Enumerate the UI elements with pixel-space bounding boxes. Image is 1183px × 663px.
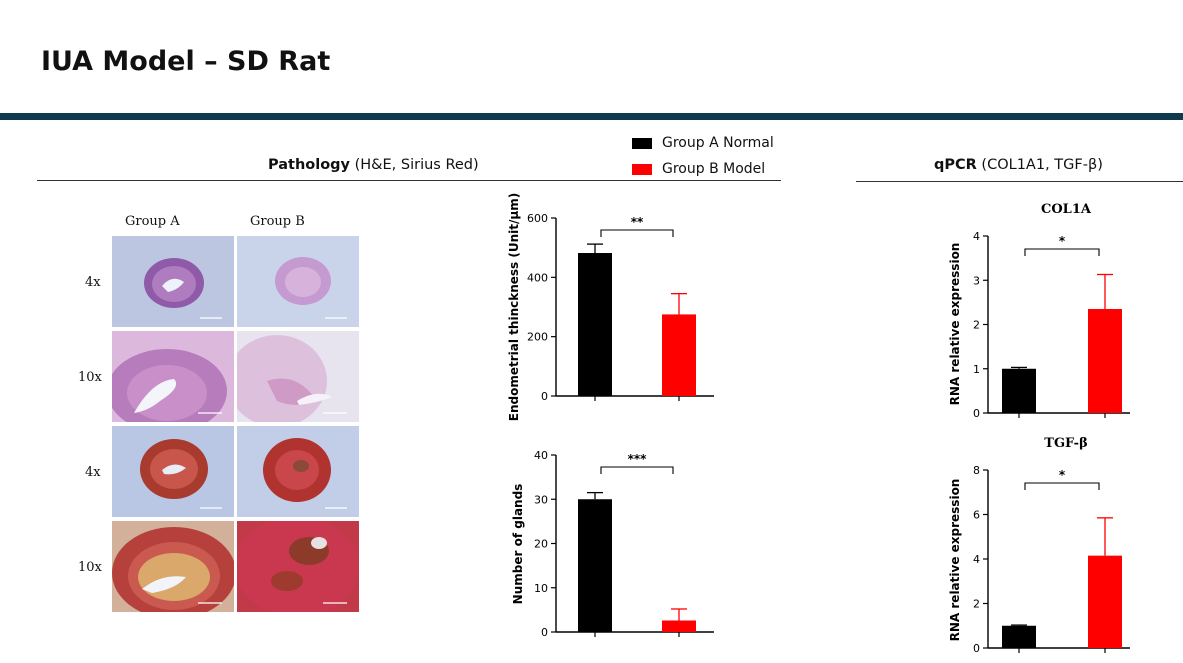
thickness-bar-group-b — [662, 314, 696, 396]
micrograph-sr-4x-group-b — [237, 426, 359, 517]
thickness-y-tick-label: 400 — [527, 271, 548, 284]
col-label-group-a: Group A — [125, 214, 180, 229]
micrograph-sr-10x-group-a — [112, 521, 234, 612]
tgfb-y-tick-label: 8 — [973, 464, 980, 477]
col-label-group-b: Group B — [250, 214, 305, 229]
micrograph-he-10x-group-a — [112, 331, 234, 422]
qpcr-section-title: qPCR (COL1A1, TGF-β) — [934, 157, 1103, 173]
legend-item-group-a: Group A Normal — [632, 130, 774, 156]
legend-swatch-group-a — [632, 137, 652, 149]
qpcr-section-rule — [856, 181, 1183, 182]
legend-swatch-group-b — [632, 163, 652, 175]
col1a-expression-chart: COL1A 0 1 2 3 4 RNA relative expression * — [948, 202, 1130, 420]
title-rule — [0, 113, 1183, 120]
tgfb-y-tick-label: 4 — [973, 553, 980, 566]
glands-bar-group-b — [662, 620, 696, 632]
gland-count-chart: 0 10 20 30 40 Number of glands *** — [511, 449, 714, 639]
glands-significance-label: *** — [628, 452, 648, 466]
row-label-sr-10x: 10x — [78, 560, 102, 575]
qpcr-title-bold: qPCR — [934, 157, 977, 173]
pathology-title-bold: Pathology — [268, 157, 351, 173]
tgfb-y-tick-label: 0 — [973, 642, 980, 655]
thickness-significance-bracket — [600, 229, 674, 237]
thickness-significance-label: ** — [631, 215, 644, 229]
legend-label-group-a: Group A Normal — [662, 135, 774, 151]
col1a-bar-group-b — [1088, 309, 1122, 413]
col1a-significance-label: * — [1059, 234, 1066, 248]
col1a-y-tick-label: 3 — [973, 274, 980, 287]
page-title: IUA Model – SD Rat — [41, 46, 331, 77]
endometrial-thickness-chart: 0 200 400 600 Endometrial thinckness (Unit/μ… — [507, 193, 714, 421]
tgf-beta-expression-chart: TGF-β 0 2 4 6 8 RNA relative expression * — [948, 436, 1130, 655]
micrograph-sr-4x-group-a — [112, 426, 234, 517]
micrograph-he-4x-group-b — [237, 236, 359, 327]
col1a-chart-title: COL1A — [1041, 202, 1092, 217]
micrograph-he-4x-group-a — [112, 236, 234, 327]
tgfb-significance-label: * — [1059, 468, 1066, 482]
pathology-title-rest: (H&E, Sirius Red) — [350, 157, 479, 173]
tgfb-y-tick-label: 2 — [973, 598, 980, 611]
thickness-y-tick-label: 200 — [527, 331, 548, 344]
micrograph-he-10x-group-b — [237, 331, 359, 422]
row-label-sr-4x: 4x — [85, 465, 101, 480]
tgfb-bar-group-a — [1002, 625, 1036, 648]
glands-y-tick-label: 30 — [534, 493, 548, 506]
qpcr-title-rest: (COL1A1, TGF-β) — [976, 157, 1103, 173]
pathology-section-title: Pathology (H&E, Sirius Red) — [268, 157, 479, 173]
col1a-y-axis-label: RNA relative expression — [948, 243, 962, 406]
micrograph-sr-10x-group-b — [237, 521, 359, 612]
col1a-y-tick-label: 4 — [973, 230, 980, 243]
thickness-y-axis-label: Endometrial thinckness (Unit/μm) — [507, 193, 521, 421]
thickness-bar-group-a — [578, 253, 612, 396]
thickness-y-tick-label: 0 — [541, 390, 548, 403]
glands-y-tick-label: 10 — [534, 582, 548, 595]
col1a-y-tick-label: 0 — [973, 407, 980, 420]
col1a-significance-bracket — [1024, 248, 1100, 256]
thickness-y-tick-label: 600 — [527, 212, 548, 225]
glands-y-tick-label: 20 — [534, 538, 548, 551]
row-label-he-10x: 10x — [78, 370, 102, 385]
tgfb-significance-bracket — [1024, 482, 1100, 490]
glands-y-tick-label: 0 — [541, 626, 548, 639]
chart-legend: Group A Normal Group B Model — [632, 130, 774, 182]
tgfb-chart-title: TGF-β — [1044, 436, 1087, 451]
legend-item-group-b: Group B Model — [632, 156, 774, 182]
glands-y-axis-label: Number of glands — [511, 484, 525, 605]
tgfb-y-axis-label: RNA relative expression — [948, 479, 962, 642]
legend-label-group-b: Group B Model — [662, 161, 766, 177]
pathology-section-rule — [37, 180, 781, 181]
tgfb-y-tick-label: 6 — [973, 509, 980, 522]
glands-significance-bracket — [600, 466, 674, 474]
glands-y-tick-label: 40 — [534, 449, 548, 462]
col1a-bar-group-a — [1002, 368, 1036, 413]
tgfb-bar-group-b — [1088, 555, 1122, 648]
glands-bar-group-a — [578, 499, 612, 632]
col1a-y-tick-label: 1 — [973, 363, 980, 376]
row-label-he-4x: 4x — [85, 275, 101, 290]
col1a-y-tick-label: 2 — [973, 319, 980, 332]
